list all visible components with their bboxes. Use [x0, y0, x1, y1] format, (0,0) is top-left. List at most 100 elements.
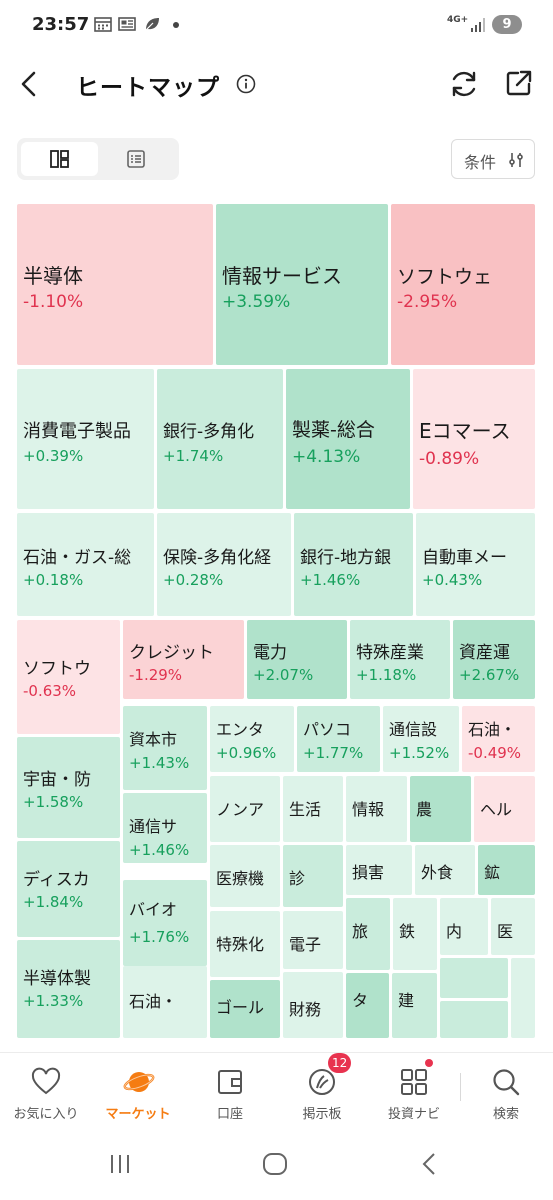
recent-apps-icon[interactable]: [108, 1152, 132, 1176]
nav-favorites[interactable]: お気に入り: [0, 1053, 92, 1133]
heatmap-tile[interactable]: [511, 958, 535, 1038]
heatmap-tile[interactable]: 損害: [346, 845, 412, 895]
heatmap-tile[interactable]: 製薬-総合 +4.13%: [286, 369, 410, 509]
heatmap-tile[interactable]: 銀行-地方銀 +1.46%: [294, 513, 413, 616]
heatmap-tile[interactable]: 生活: [283, 776, 343, 842]
heatmap-tile[interactable]: 通信設 +1.52%: [383, 706, 459, 772]
heatmap-tile[interactable]: ヘル: [474, 776, 535, 842]
board-badge: 12: [328, 1053, 352, 1073]
sector-change: +1.84%: [23, 893, 84, 911]
heatmap-tile[interactable]: 宇宙・防 +1.58%: [17, 737, 120, 838]
calendar-icon: [94, 17, 112, 32]
sector-name: 情報サービス: [222, 264, 342, 288]
heatmap-tile[interactable]: タ: [346, 973, 389, 1038]
sector-name: 資産運: [459, 643, 510, 663]
heatmap-tile[interactable]: 石油・: [123, 966, 207, 1038]
heatmap-tile[interactable]: Eコマース -0.89%: [413, 369, 535, 509]
heatmap-tile[interactable]: 外食: [415, 845, 475, 895]
heatmap-tile[interactable]: 電子: [283, 911, 343, 969]
nav-account[interactable]: 口座: [184, 1053, 276, 1133]
sector-change: +2.07%: [253, 666, 314, 684]
heatmap-tile[interactable]: 資本市 +1.43%: [123, 706, 207, 790]
nav-market[interactable]: マーケット: [92, 1053, 184, 1133]
signal-icon: [471, 18, 485, 32]
sector-name: 鉱: [484, 863, 501, 882]
sector-name: エンタ: [216, 720, 265, 739]
heatmap-tile[interactable]: 鉄: [393, 898, 437, 970]
heatmap-tile[interactable]: ディスカ +1.84%: [17, 841, 120, 937]
leaf-icon: [144, 18, 159, 32]
heatmap-tile[interactable]: バイオ +1.76%: [123, 880, 207, 966]
sector-name: 通信サ: [129, 817, 178, 836]
news-icon: [118, 17, 136, 31]
sector-change: -0.63%: [23, 682, 77, 700]
sector-name: 石油・: [468, 720, 517, 739]
sector-name: 石油・: [129, 992, 178, 1011]
sector-name: 銀行-地方銀: [300, 548, 392, 568]
heatmap-tile[interactable]: 資産運 +2.67%: [453, 620, 535, 699]
heatmap-tile[interactable]: 消費電子製品 +0.39%: [17, 369, 154, 509]
heatmap-tile[interactable]: 通信サ +1.46%: [123, 793, 207, 863]
heatmap-tile[interactable]: 建: [392, 973, 437, 1038]
nav-board[interactable]: 12 掲示板: [276, 1053, 368, 1133]
info-icon[interactable]: [236, 74, 256, 94]
refresh-icon[interactable]: [448, 68, 480, 100]
heatmap-tile[interactable]: 医療機: [210, 845, 280, 907]
heatmap-tile[interactable]: 石油・ -0.49%: [462, 706, 535, 772]
heatmap-tile[interactable]: ゴール: [210, 980, 280, 1038]
sector-name: 保険-多角化経: [163, 548, 272, 568]
sector-change: +0.28%: [163, 571, 224, 589]
nav-invest-navi[interactable]: 投資ナビ: [368, 1053, 460, 1133]
heatmap-tile[interactable]: 診: [283, 845, 343, 907]
heatmap-tile[interactable]: ソフトウェ -2.95%: [391, 204, 535, 365]
sector-name: 鉄: [399, 922, 416, 941]
heatmap-tile[interactable]: 石油・ガス-総 +0.18%: [17, 513, 154, 616]
heatmap-tile[interactable]: 農: [410, 776, 471, 842]
heatmap-tile[interactable]: [440, 958, 508, 998]
filter-button[interactable]: 条件: [451, 139, 535, 179]
sector-name: 生活: [289, 800, 322, 819]
heatmap-tile[interactable]: 財務: [283, 972, 343, 1038]
sector-name: 石油・ガス-総: [23, 548, 132, 568]
heatmap-tile[interactable]: 特殊化: [210, 911, 280, 977]
sector-name: 診: [289, 869, 306, 888]
heatmap-tile[interactable]: ノンア: [210, 776, 280, 842]
nav-label: 掲示板: [302, 1107, 342, 1122]
home-icon[interactable]: [262, 1152, 288, 1176]
heart-icon: [31, 1067, 61, 1095]
heatmap-tile[interactable]: 内: [440, 898, 488, 955]
heatmap-tile[interactable]: 旅: [346, 898, 390, 970]
nav-label: 口座: [216, 1107, 243, 1122]
list-view-tab[interactable]: [98, 142, 175, 176]
heatmap-tile[interactable]: [440, 1001, 508, 1038]
sector-name: 資本市: [129, 730, 178, 749]
sector-name: ソフトウェ: [397, 266, 493, 288]
heatmap-tile[interactable]: クレジット -1.29%: [123, 620, 244, 699]
heatmap-tile[interactable]: 鉱: [478, 845, 535, 895]
sector-change: +4.13%: [292, 447, 361, 467]
heatmap-tile[interactable]: ソフトウ -0.63%: [17, 620, 120, 734]
heatmap-tile[interactable]: 保険-多角化経 +0.28%: [157, 513, 291, 616]
heatmap-tile[interactable]: パソコ +1.77%: [297, 706, 380, 772]
heatmap-tile[interactable]: 自動車メー +0.43%: [416, 513, 535, 616]
back-arrow-icon[interactable]: [14, 66, 44, 102]
nav-divider: [460, 1073, 461, 1101]
sector-name: Eコマース: [419, 419, 511, 443]
heatmap-tile[interactable]: 情報: [346, 776, 407, 842]
heatmap-tile[interactable]: 半導体 -1.10%: [17, 204, 213, 365]
heatmap-tile[interactable]: 銀行-多角化 +1.74%: [157, 369, 283, 509]
heatmap-view-tab[interactable]: [21, 142, 98, 176]
heatmap-tile[interactable]: 医: [491, 898, 535, 955]
heatmap-tile[interactable]: 情報サービス +3.59%: [216, 204, 388, 365]
heatmap-tile[interactable]: 半導体製 +1.33%: [17, 940, 120, 1038]
heatmap-tile[interactable]: 特殊産業 +1.18%: [350, 620, 450, 699]
back-icon[interactable]: [418, 1152, 442, 1176]
sector-name: パソコ: [303, 720, 352, 739]
heatmap-tile[interactable]: エンタ +0.96%: [210, 706, 294, 772]
share-icon[interactable]: [504, 68, 534, 98]
status-bar: 23:57 4G+ 9: [0, 0, 553, 52]
nav-label: 投資ナビ: [387, 1107, 440, 1122]
nav-search[interactable]: 検索: [460, 1053, 552, 1133]
heatmap-tile[interactable]: 電力 +2.07%: [247, 620, 347, 699]
system-nav: [0, 1132, 553, 1200]
